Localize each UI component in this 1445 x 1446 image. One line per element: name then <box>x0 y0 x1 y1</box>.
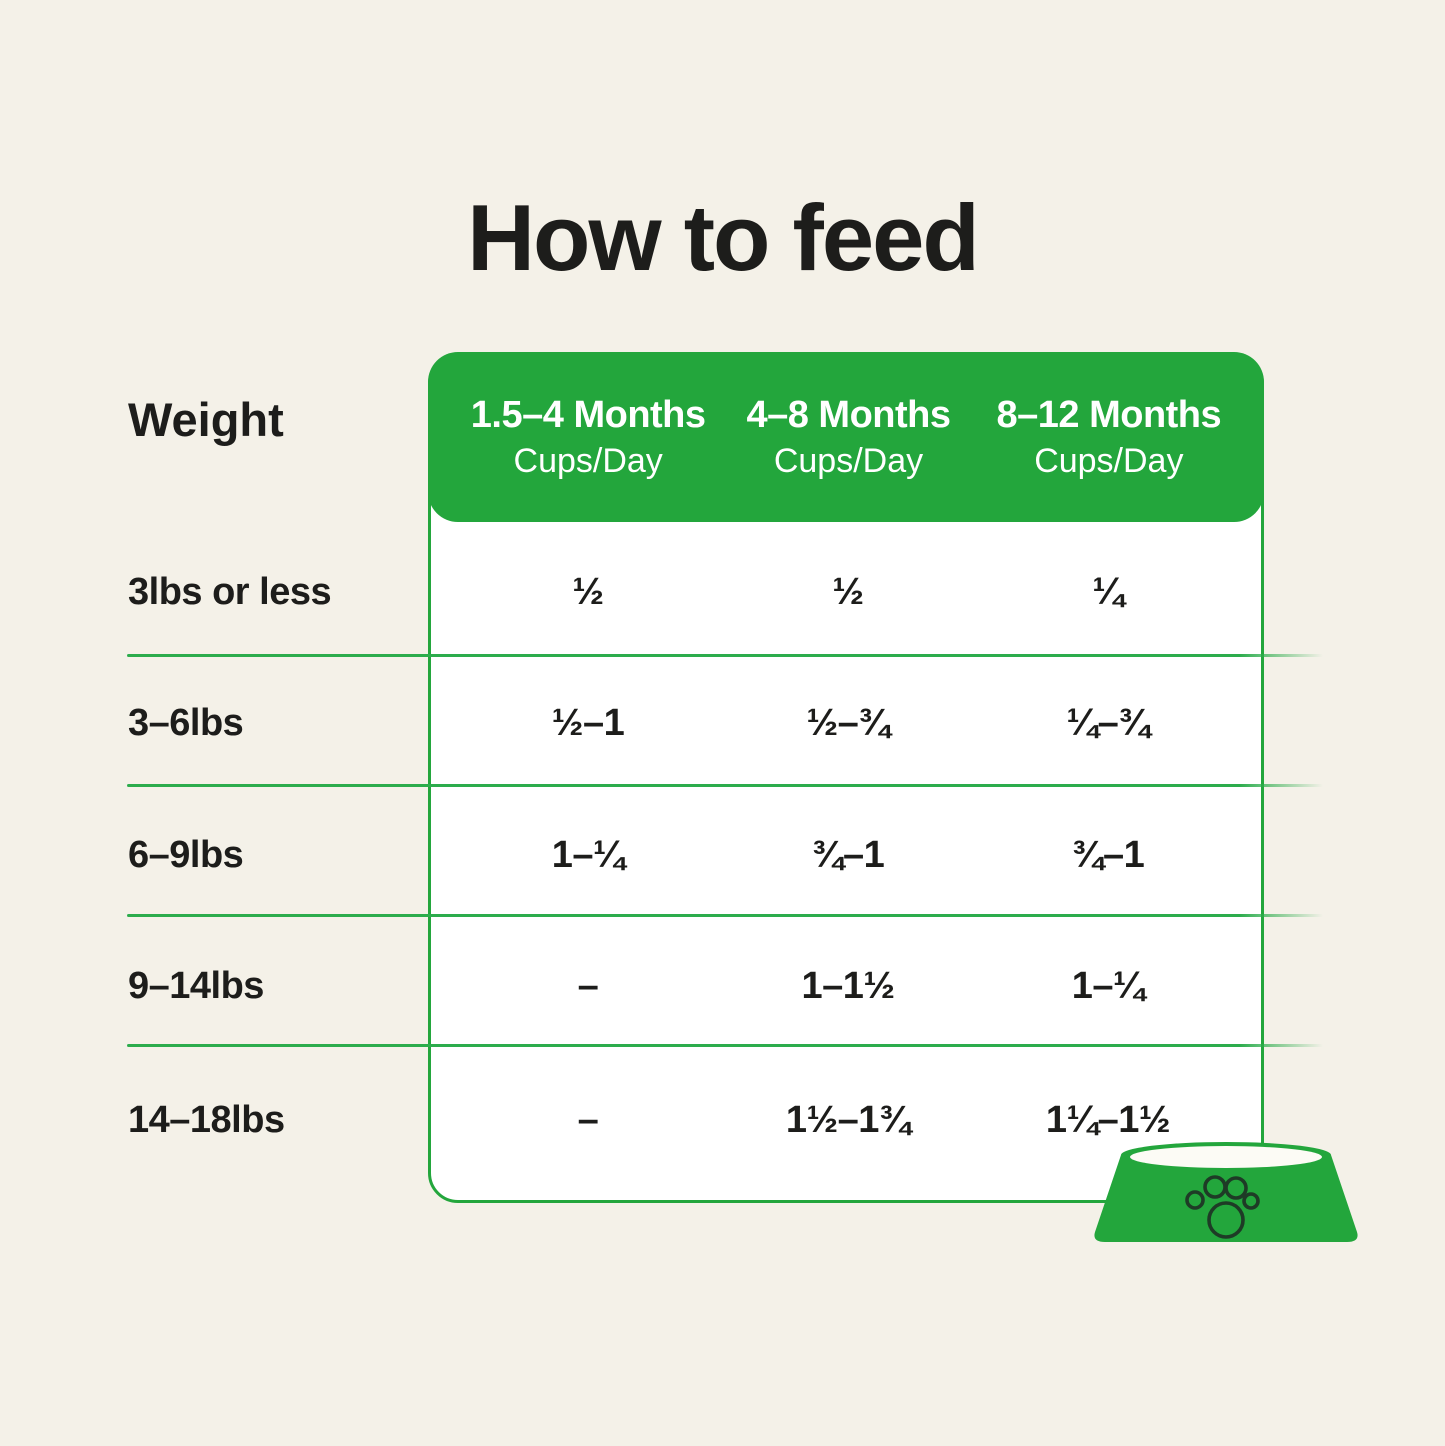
row-divider <box>127 1044 1323 1047</box>
header-cell-1-5-4-months: 1.5–4 Months Cups/Day <box>458 352 718 522</box>
page-title: How to feed <box>467 184 980 290</box>
feed-value-cell: – <box>577 965 599 1007</box>
feed-value-cell: ½ <box>832 571 864 613</box>
header-cell-8-12-months: 8–12 Months Cups/Day <box>979 352 1239 522</box>
table-row: – 1½–1¾ 1¼–1½ <box>458 1093 1238 1147</box>
row-label-3-6lbs: 3–6lbs <box>128 702 244 744</box>
feed-value-cell: ¼ <box>1092 571 1124 613</box>
table-row: – 1–1½ 1–¼ <box>458 959 1238 1013</box>
header-label: 4–8 Months <box>746 393 951 436</box>
header-label: 8–12 Months <box>996 393 1222 436</box>
row-label-6-9lbs: 6–9lbs <box>128 834 244 876</box>
feed-value-cell: ¾–1 <box>1071 834 1145 876</box>
header-label: 1.5–4 Months <box>470 393 706 436</box>
row-label-9-14lbs: 9–14lbs <box>128 965 264 1007</box>
bowl-opening <box>1130 1146 1322 1168</box>
row-label-3lbs-or-less: 3lbs or less <box>128 571 332 613</box>
feed-value-cell: 1¼–1½ <box>1045 1099 1171 1141</box>
feed-value-cell: – <box>577 1099 599 1141</box>
header-sublabel: Cups/Day <box>1034 441 1184 480</box>
table-row: 1–¼ ¾–1 ¾–1 <box>458 828 1238 882</box>
feed-value-cell: ¼–¾ <box>1066 702 1150 744</box>
row-label-14-18lbs: 14–18lbs <box>128 1099 285 1141</box>
feed-value-cell: 1–¼ <box>551 834 625 876</box>
table-row: ½ ½ ¼ <box>458 565 1238 619</box>
row-divider <box>127 654 1323 657</box>
feed-value-cell: ½–¾ <box>806 702 890 744</box>
feed-value-cell: 1–1½ <box>801 965 895 1007</box>
header-sublabel: Cups/Day <box>773 441 924 480</box>
header-sublabel: Cups/Day <box>513 441 663 480</box>
feed-value-cell: 1½–1¾ <box>785 1099 911 1141</box>
feed-value-cell: ½–1 <box>551 702 625 744</box>
paw-print-icon <box>1185 1175 1260 1239</box>
pet-bowl-paw-icon <box>1094 1142 1358 1242</box>
row-divider <box>127 784 1323 787</box>
table-row: ½–1 ½–¾ ¼–¾ <box>458 696 1238 750</box>
feed-value-cell: ½ <box>572 571 604 613</box>
feeding-table-header: 1.5–4 Months Cups/Day 4–8 Months Cups/Da… <box>428 352 1264 522</box>
feed-value-cell: ¾–1 <box>811 834 885 876</box>
row-divider <box>127 914 1323 917</box>
header-cell-4-8-months: 4–8 Months Cups/Day <box>718 352 978 522</box>
feed-value-cell: 1–¼ <box>1071 965 1145 1007</box>
weight-column-header: Weight <box>128 393 284 446</box>
